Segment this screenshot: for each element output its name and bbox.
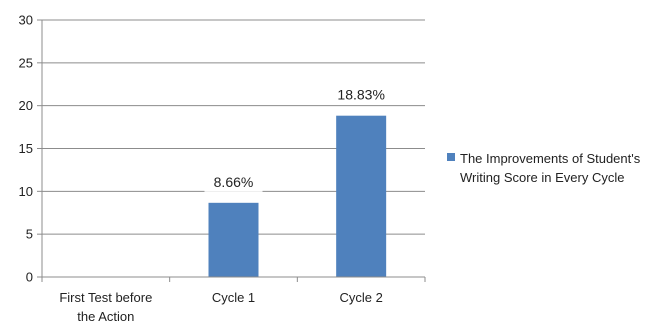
- legend-label: The Improvements of Student's Writing Sco…: [460, 151, 641, 185]
- bars: [208, 115, 387, 277]
- legend: The Improvements of Student's Writing Sco…: [447, 151, 641, 185]
- data-label: 18.83%: [337, 87, 384, 103]
- data-label-bg: [204, 172, 263, 192]
- y-tick-label: 15: [19, 141, 33, 156]
- y-tick-label: 10: [19, 184, 33, 199]
- data-label: 8.66%: [214, 174, 254, 190]
- bar: [208, 202, 259, 277]
- y-tick-label: 0: [26, 270, 33, 285]
- x-tick-label: Cycle 1: [212, 290, 255, 305]
- data-labels: 8.66% 18.83%: [204, 85, 391, 192]
- data-label-bg: [332, 85, 391, 105]
- x-axis: First Test before the Action Cycle 1 Cycle …: [41, 276, 426, 323]
- x-tick-label: First Test before the Action: [59, 290, 152, 323]
- y-tick-label: 20: [19, 98, 33, 113]
- legend-swatch: [447, 153, 455, 161]
- y-tick-label: 30: [19, 13, 33, 28]
- y-tick-label: 25: [19, 55, 33, 70]
- bar: [336, 115, 387, 277]
- y-axis: 0 5 10 15 20 25 30: [19, 13, 43, 285]
- x-tick-label: Cycle 2: [339, 290, 382, 305]
- y-tick-label: 5: [26, 227, 33, 242]
